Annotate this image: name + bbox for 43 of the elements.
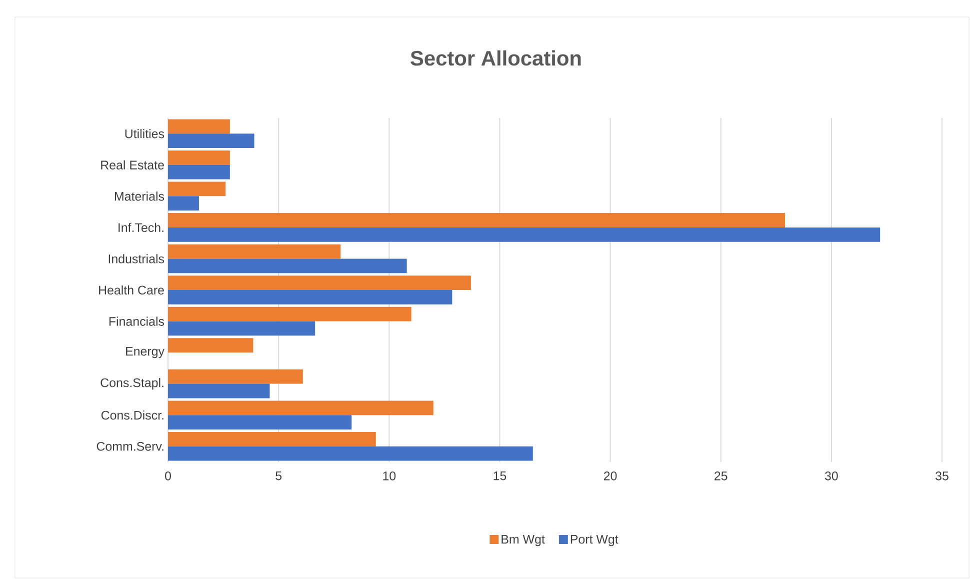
y-tick-label: Comm.Serv. <box>96 442 164 451</box>
y-tick-label: Health Care <box>99 285 164 295</box>
y-tick-label: Cons.Stapl. <box>100 378 164 390</box>
y-tick-label: Energy <box>126 346 164 358</box>
bar <box>168 415 352 430</box>
x-tick-label: 5 <box>276 472 282 480</box>
y-tick-label: Real Estate <box>101 160 164 170</box>
y-tick-label: Inf.Tech. <box>118 222 164 232</box>
x-tick-label: 35 <box>936 472 948 480</box>
bar <box>168 150 230 165</box>
legend-label: Port Wgt <box>570 534 618 546</box>
bar <box>168 384 270 398</box>
bar <box>168 400 434 416</box>
y-tick-label: Industrials <box>108 254 164 264</box>
x-tick-label: 10 <box>383 472 396 480</box>
x-tick-label: 25 <box>714 472 728 480</box>
bar <box>168 119 230 134</box>
x-tick-label: 30 <box>824 472 838 480</box>
bar <box>168 244 340 259</box>
bar <box>168 182 226 196</box>
bar <box>168 306 412 322</box>
bar <box>168 290 452 304</box>
bar <box>168 446 533 461</box>
y-tick-label: Utilities <box>125 129 164 138</box>
chart-title: Sector Allocation <box>410 50 581 66</box>
bar <box>168 276 471 290</box>
bar <box>168 164 230 180</box>
y-tick-label: Cons.Discr. <box>101 410 164 420</box>
x-tick-label: 20 <box>604 472 617 480</box>
bar <box>168 258 407 274</box>
bar <box>168 338 254 353</box>
bar <box>168 432 376 446</box>
bar <box>168 213 785 228</box>
y-tick-label: Financials <box>109 316 164 326</box>
bar <box>168 134 254 148</box>
x-tick-label: 0 <box>165 472 171 480</box>
bar <box>168 369 303 384</box>
legend-label: Bm Wgt <box>502 534 545 546</box>
y-tick-label: Materials <box>114 192 164 201</box>
x-tick-label: 15 <box>494 472 506 480</box>
bar <box>168 321 316 336</box>
bar <box>168 196 199 211</box>
bar <box>168 227 880 242</box>
